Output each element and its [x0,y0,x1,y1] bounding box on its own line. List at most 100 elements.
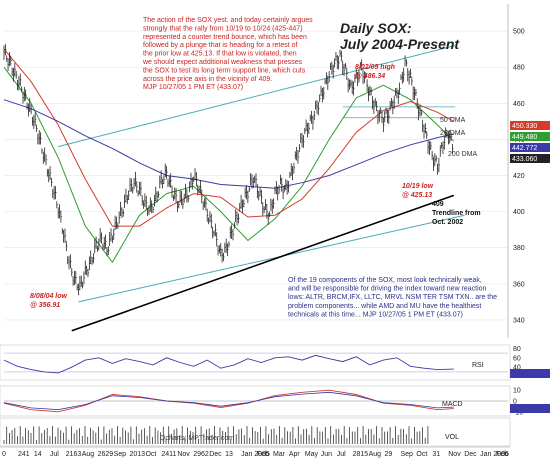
x-tick-label: Feb [496,451,508,458]
trendline [71,194,455,332]
rsi-panel [0,344,511,381]
chart-title-line2: July 2004-Present [340,36,460,52]
top-note-line: MJP 10/27/05 1 PM ET (433.07) [143,84,243,91]
top-note-line: the prior low at 425.13. If that low is … [143,51,297,58]
dma-line [3,99,454,189]
high-label-line2: @ 486.34 [355,73,385,80]
trendline-label-line2: Oct. 2002 [432,219,463,226]
price-box [510,121,550,130]
channel-lines [58,45,465,303]
bottom-note-line: Of the 19 components of the SOX, most lo… [288,277,482,284]
price-box-label: 450.330 [512,123,537,130]
x-tick-label: Mar [273,451,286,458]
top-note-line: the SOX to test its long term support li… [143,67,306,74]
bottom-note-line: problem components... while AMD and MU h… [288,303,481,310]
x-tick-label: Jan 2005 [241,451,270,458]
macd-tick-label: 10 [513,388,521,395]
x-tick-label: Jun [321,451,332,458]
macd-value-box [510,404,550,413]
x-axis: 0 241 14 Jul 2163 Aug 2629 Sep 2013 Oct 2411 Nov 296… [0,446,510,458]
top-note-line: followed by a plunge that is heading for… [143,42,298,49]
x-tick-label: 13 [225,451,233,458]
dma20-label: 20 DMA [440,130,466,137]
credit-text: Qcharts; MPTrader.com [160,435,234,442]
x-tick-label: 2411 [161,451,176,458]
oct-low-label-line1: 10/19 low [402,183,434,190]
price-box [510,143,550,152]
trendline-value: 409 [432,201,444,208]
y-tick-label: 460 [513,101,525,108]
lower-channel-line [78,214,465,303]
top-note-line: we should expect additional weakness tha… [142,59,303,66]
high-label-line1: 8/02/05 high [355,64,395,71]
y-tick-label: 400 [513,209,525,216]
aug-low-label-line1: 8/08/04 low [30,293,68,300]
rsi-label: RSI [472,362,484,369]
top-note-line: across the price axis in the vicinity of… [143,76,272,83]
price-series [3,43,454,296]
oct-low-label-line2: @ 425.13 [402,192,432,199]
vol-label: VOL [445,434,459,441]
trendline-label-line1: Trendline from [432,210,481,217]
bottom-note-line: and will be responsible for driving the … [288,286,487,293]
bottom-note-line: technicals at this time... MJP 10/27/05 … [288,311,463,318]
x-tick-label: May [305,451,319,458]
x-tick-label: Aug [369,451,382,458]
price-box-label: 449.480 [512,134,537,141]
macd-signal-line [3,391,454,411]
x-tick-label: 2815 [353,451,369,458]
x-tick-label: 29 [385,451,393,458]
top-note-line: represented a counter trend bounce, whic… [143,34,307,41]
x-tick-label: 31 [432,451,440,458]
rsi-value-box [510,369,550,378]
x-tick-label: 2962 [193,451,209,458]
macd-line [3,389,454,413]
y-tick-label: 360 [513,281,525,288]
price-boxes: 450.330 449.480 442.772 433.060 [510,121,550,163]
x-tick-label: Dec [209,451,222,458]
x-tick-label: Jul [337,451,346,458]
dma50-label: 50 DMA [440,117,466,124]
top-note-line: The action of the SOX yest. and today ce… [143,17,313,24]
x-tick-label: Nov [448,451,461,458]
y-tick-label: 340 [513,317,525,324]
x-tick-label: Oct [416,451,427,458]
x-tick-label: 241 [18,451,30,458]
x-tick-label: 2163 [66,451,82,458]
rsi-line [3,354,454,374]
macd-label: MACD [442,401,463,408]
x-tick-label: 0 [2,451,6,458]
x-tick-label: Dec [464,451,477,458]
rsi-tick-label: 40 [513,365,521,372]
x-tick-label: Nov [177,451,190,458]
x-tick-label: Feb [257,451,269,458]
x-tick-label: 14 [34,451,42,458]
upper-channel-line [58,45,456,148]
x-tick-label: 2629 [98,451,114,458]
x-tick-label: Jan 2006 [480,451,509,458]
rsi-series: 40 60 80 [3,346,521,374]
bottom-commentary: Of the 19 components of the SOX, most lo… [288,277,497,318]
y-tick-label: 420 [513,173,525,180]
price-box-label: 442.772 [512,145,537,152]
y-tick-label: 480 [513,65,525,72]
rsi-tick-label: 80 [513,346,521,353]
bottom-note-line: lows: ALTR, BRCM,IFX, LLTC, MRVL NSM TER… [288,294,497,301]
macd-tick-label: 0 [513,399,517,406]
price-panel [0,0,510,340]
macd-series: -10010 [3,388,523,416]
x-tick-label: 2013 [130,451,146,458]
dma-line [3,48,455,227]
top-note-line: strongly that the rally from 10/19 to 10… [143,25,303,32]
rsi-tick-label: 60 [513,355,521,362]
price-box [510,132,550,141]
price-box-label: 433.060 [512,156,537,163]
chart-title-line1: Daily SOX: [340,20,412,36]
top-commentary: The action of the SOX yest. and today ce… [142,17,313,91]
x-tick-label: Jul [50,451,59,458]
long-term-trendline [71,194,455,332]
y-tick-label: 380 [513,245,525,252]
x-tick-label: Sep [114,451,127,458]
price-grid [4,30,508,321]
